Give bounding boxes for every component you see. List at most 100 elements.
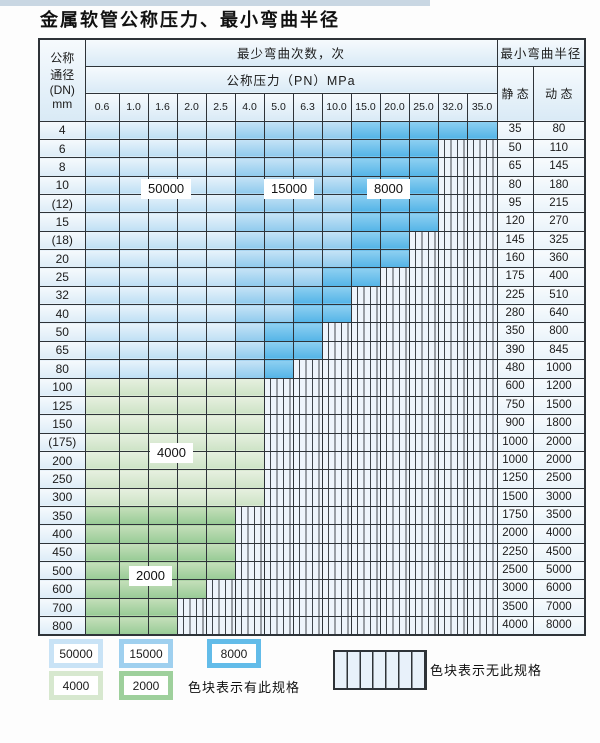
- no-spec-cell: [321, 340, 352, 361]
- spec-cell: [176, 322, 207, 342]
- static-radius-value: 1000: [496, 432, 534, 452]
- spec-cell: [84, 249, 120, 269]
- spec-cell: [379, 138, 410, 159]
- static-radius-value: 35: [496, 120, 534, 140]
- table-row: 65 390 845: [38, 340, 586, 361]
- spec-cell: [321, 212, 352, 232]
- table-row: 100 600 1200: [38, 377, 586, 397]
- static-radius-value: 3500: [496, 597, 534, 618]
- no-spec-cell: [437, 469, 468, 489]
- no-spec-cell: [408, 450, 439, 471]
- spec-cell: [147, 414, 178, 434]
- no-spec-cell: [263, 432, 294, 452]
- spec-cell: [205, 285, 236, 306]
- table-row: 250 1250 2500: [38, 469, 586, 489]
- no-spec-cell: [379, 597, 410, 618]
- no-spec-cell: [466, 542, 498, 563]
- static-radius-value: 50: [496, 138, 534, 159]
- table-row: 600 3000 6000: [38, 579, 586, 599]
- pressure-column-header: 0.6: [84, 92, 120, 122]
- spec-cell: [84, 138, 120, 159]
- spec-cell: [321, 120, 352, 140]
- dynamic-radius-value: 4000: [532, 524, 586, 544]
- spec-cell: [118, 267, 149, 287]
- no-spec-cell: [321, 450, 352, 471]
- no-spec-cell: [292, 542, 323, 563]
- no-spec-cell: [292, 377, 323, 397]
- spec-cell: [147, 524, 178, 544]
- spec-cell: [205, 506, 236, 526]
- spec-cell: [118, 249, 149, 269]
- no-spec-cell: [466, 395, 498, 416]
- static-radius-value: 1500: [496, 487, 534, 508]
- table-row: 20 160 360: [38, 249, 586, 269]
- spec-cell: [176, 304, 207, 324]
- no-spec-cell: [466, 193, 498, 214]
- no-spec-cell: [437, 432, 468, 452]
- static-radius-value: 65: [496, 157, 534, 177]
- spec-cell: [205, 157, 236, 177]
- spec-cell: [84, 193, 120, 214]
- cycle-count-zone-label: 2000: [129, 566, 172, 586]
- no-spec-cell: [350, 450, 381, 471]
- spec-cell: [234, 395, 265, 416]
- no-spec-cell: [437, 157, 468, 177]
- spec-cell: [263, 212, 294, 232]
- table-row: 400 2000 4000: [38, 524, 586, 544]
- no-spec-cell: [350, 432, 381, 452]
- dn-label: 65: [38, 340, 86, 361]
- dynamic-radius-value: 5000: [532, 561, 586, 581]
- spec-cell: [147, 267, 178, 287]
- dynamic-radius-value: 2500: [532, 469, 586, 489]
- no-spec-cell: [379, 395, 410, 416]
- legend-swatch-label: 8000: [212, 644, 256, 663]
- no-spec-cell: [263, 597, 294, 618]
- no-spec-cell: [234, 597, 265, 618]
- pressure-values-row: 0.6 1.0 1.6 2.0 2.5 4.0 5.0 6.3 10.0 15.0 20.0 25.0…: [39, 92, 585, 122]
- no-spec-cell: [466, 377, 498, 397]
- spec-cell: [234, 157, 265, 177]
- static-radius-value: 900: [496, 414, 534, 434]
- dynamic-radius-value: 270: [532, 212, 586, 232]
- spec-cell: [466, 120, 498, 140]
- spec-cell: [205, 322, 236, 342]
- spec-cell: [84, 469, 120, 489]
- no-spec-cell: [408, 285, 439, 306]
- no-spec-cell: [263, 469, 294, 489]
- no-spec-cell: [263, 377, 294, 397]
- spec-cell: [205, 524, 236, 544]
- no-spec-cell: [350, 322, 381, 342]
- spec-cell: [292, 138, 323, 159]
- spec-cell: [234, 120, 265, 140]
- spec-cell: [84, 395, 120, 416]
- no-spec-cell: [350, 597, 381, 618]
- no-spec-cell: [466, 432, 498, 452]
- page-top-strip: [0, 0, 430, 6]
- legend-swatch-8000: 8000: [207, 639, 261, 668]
- min-bend-radius-header: 最小弯曲半径: [496, 38, 586, 67]
- spec-cell: [292, 285, 323, 306]
- dynamic-radius-value: 510: [532, 285, 586, 306]
- no-spec-cell: [437, 377, 468, 397]
- spec-cell: [205, 561, 236, 581]
- no-spec-cell: [205, 579, 236, 599]
- spec-cell: [292, 157, 323, 177]
- spec-cell: [118, 506, 149, 526]
- static-radius-value: 2250: [496, 542, 534, 563]
- static-radius-value: 390: [496, 340, 534, 361]
- spec-cell: [147, 120, 178, 140]
- table-row: 200 1000 2000: [38, 450, 586, 471]
- dn-header-line: 通径: [50, 68, 75, 83]
- pressure-header: 公称压力（PN）MPa: [84, 65, 498, 94]
- spec-cell: [234, 340, 265, 361]
- dynamic-radius-value: 145: [532, 157, 586, 177]
- static-radius-value: 280: [496, 304, 534, 324]
- spec-cell: [176, 157, 207, 177]
- legend-has-spec-text: 色块表示有此规格: [188, 680, 301, 695]
- dn-label: 20: [38, 249, 86, 269]
- static-radius-value: 1000: [496, 450, 534, 471]
- spec-cell: [84, 212, 120, 232]
- spec-cell: [205, 304, 236, 324]
- no-spec-cell: [379, 340, 410, 361]
- no-spec-cell: [379, 450, 410, 471]
